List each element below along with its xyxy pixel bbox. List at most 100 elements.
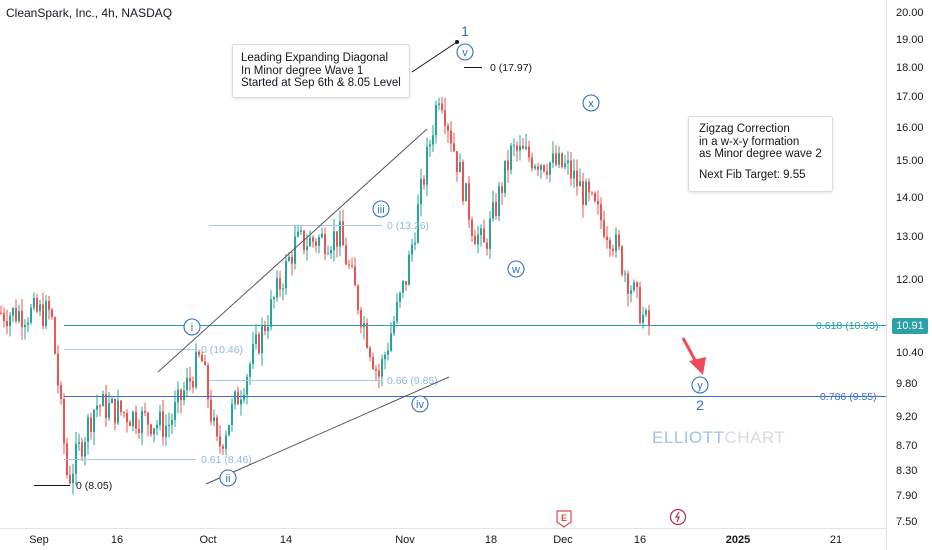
wave-label-circle: [219, 469, 237, 487]
price-tick-label: 15.00: [896, 155, 924, 167]
candle-body: [30, 307, 32, 323]
candle-body: [39, 304, 41, 312]
candle-body: [390, 333, 392, 351]
candle-body: [600, 204, 602, 221]
candle-body: [582, 181, 584, 205]
candle-body: [630, 290, 632, 294]
price-tick-label: 8.70: [896, 440, 917, 452]
overlay-layer: 0.618 (10.93) 0.786 (9.55) 0 (10.46) 0 (13.…: [34, 23, 886, 492]
wave-label-circle: [411, 395, 429, 413]
candle-body: [420, 178, 422, 205]
candle-body: [435, 104, 437, 136]
price-tick-label: 20.00: [896, 7, 924, 19]
watermark: ELLIOTTCHART: [652, 428, 785, 448]
wave1-note: Leading Expanding Diagonal In Minor degr…: [232, 44, 410, 98]
candle-body: [234, 391, 236, 405]
candle-body: [525, 146, 527, 149]
time-tick-label: 2025: [726, 534, 750, 546]
candle-body: [468, 183, 470, 220]
dividend-icon[interactable]: [669, 508, 687, 526]
candle-body: [99, 405, 101, 407]
candle-body: [537, 166, 539, 170]
candle-body: [273, 297, 275, 300]
candle-body: [6, 320, 8, 327]
candle-body: [624, 273, 626, 275]
candle-body: [360, 310, 362, 328]
candle-body: [267, 326, 269, 332]
time-tick-label: Nov: [395, 534, 415, 546]
candle-body: [534, 166, 536, 169]
candle-body: [429, 144, 431, 147]
candle-body: [150, 424, 152, 435]
candle-body: [348, 264, 350, 266]
candle-body: [474, 235, 476, 245]
candle-body: [285, 260, 287, 289]
candle-body: [204, 361, 206, 366]
time-tick-label: Oct: [199, 534, 216, 546]
watermark-part2: CHART: [724, 428, 786, 447]
candle-body: [87, 417, 89, 442]
candle-body: [294, 236, 296, 264]
candle-body: [444, 110, 446, 126]
candle-body: [132, 411, 134, 427]
candle-body: [645, 310, 647, 315]
candle-body: [240, 399, 242, 405]
candle-body: [93, 409, 95, 432]
candle-body: [117, 400, 119, 424]
candle-body: [48, 301, 50, 310]
candle-body: [336, 231, 338, 247]
candle-body: [225, 435, 227, 449]
candle-body: [24, 324, 26, 328]
candle-body: [243, 394, 245, 400]
candle-body: [108, 403, 110, 418]
wave1-note-line: Leading Expanding Diagonal: [241, 52, 389, 64]
candle-body: [12, 308, 14, 316]
earnings-icon[interactable]: E: [556, 510, 572, 528]
candle-body: [567, 160, 569, 164]
candle-body: [249, 364, 251, 377]
candle-body: [36, 297, 38, 312]
candle-body: [495, 201, 497, 217]
candle-body: [450, 130, 452, 144]
fib-label-top: 0 (17.97): [490, 62, 532, 74]
candle-body: [186, 377, 188, 391]
candle-body: [372, 357, 374, 369]
candle-body: [603, 220, 605, 237]
candle-body: [78, 442, 80, 444]
time-tick-label: 18: [485, 534, 497, 546]
fib-label-0786: 0.786 (9.55): [820, 391, 877, 403]
candle-body: [213, 417, 215, 422]
candle-body: [522, 145, 524, 149]
candle-body: [504, 160, 506, 193]
candle-body: [456, 151, 458, 173]
candle-body: [507, 160, 509, 170]
candle-body: [342, 221, 344, 246]
candle-body: [627, 273, 629, 294]
candle-body: [129, 422, 131, 427]
dividend-icon-glyph: [674, 511, 680, 523]
candle-body: [639, 287, 641, 323]
time-axis: Sep 16 Oct 14 Nov 18 Dec 16 2025 21 E: [0, 508, 886, 546]
price-tick-label: 7.50: [896, 516, 917, 528]
diagonal-lower-line: [205, 376, 450, 485]
candle-body: [396, 301, 398, 322]
candle-body: [147, 412, 149, 425]
wave2-note-line: in a w-x-y formation: [699, 135, 800, 148]
time-tick-label: Sep: [29, 534, 49, 546]
wave-label-x: x: [588, 98, 594, 110]
price-tick-label: 19.00: [896, 34, 924, 46]
time-tick-label: 16: [111, 534, 123, 546]
candle-body: [375, 368, 377, 371]
candle-body: [588, 181, 590, 193]
candle-body: [609, 240, 611, 249]
price-tick-label: 14.00: [896, 192, 924, 204]
candle-body: [123, 411, 125, 414]
earnings-icon-shape: [556, 510, 572, 528]
fib-label-start: 0 (8.05): [76, 480, 112, 492]
candle-body: [258, 334, 260, 354]
candle-body: [300, 230, 302, 232]
candle-body: [15, 308, 17, 322]
candle-body: [411, 244, 413, 255]
candle-body: [405, 281, 407, 285]
